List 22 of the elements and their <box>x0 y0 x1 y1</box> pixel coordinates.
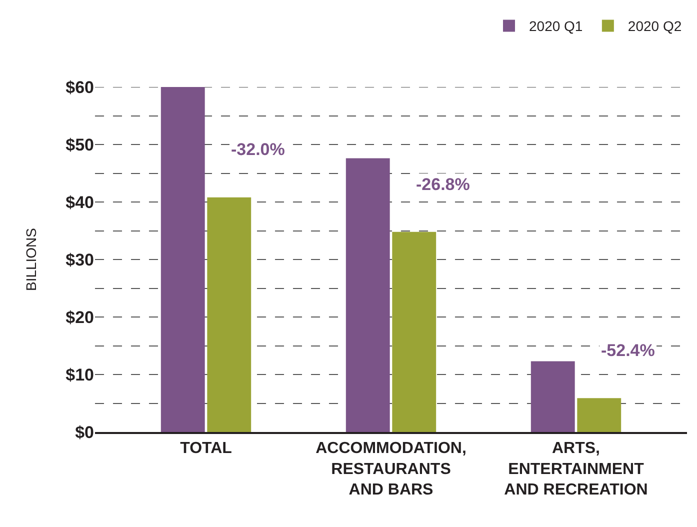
x-tick-label: ARTS, ENTERTAINMENT AND RECREATION <box>504 440 648 499</box>
y-tick-label: $20 <box>66 308 94 327</box>
annotation: -32.0% <box>231 140 285 159</box>
legend-label: 2020 Q1 <box>529 18 583 34</box>
bar <box>530 361 575 432</box>
y-tick-label: $0 <box>75 422 94 442</box>
y-tick-label: $30 <box>66 250 94 270</box>
bar <box>392 232 436 432</box>
y-tick-label: $40 <box>66 192 94 212</box>
x-tick-label: ACCOMMODATION, RESTAURANTS AND BARS <box>316 440 466 499</box>
y-tick-label: $50 <box>66 135 94 154</box>
bar <box>160 87 205 432</box>
annotation: -26.8% <box>416 175 470 194</box>
y-axis-title: BILLIONS <box>23 228 40 292</box>
legend-label: 2020 Q2 <box>628 18 682 34</box>
bar <box>577 398 622 432</box>
x-tick-label: TOTAL <box>180 440 232 457</box>
bar <box>207 197 252 432</box>
y-tick-label: $10 <box>66 365 94 384</box>
bar <box>346 158 390 432</box>
y-tick-label: $60 <box>66 78 94 97</box>
annotation: -52.4% <box>601 341 655 360</box>
